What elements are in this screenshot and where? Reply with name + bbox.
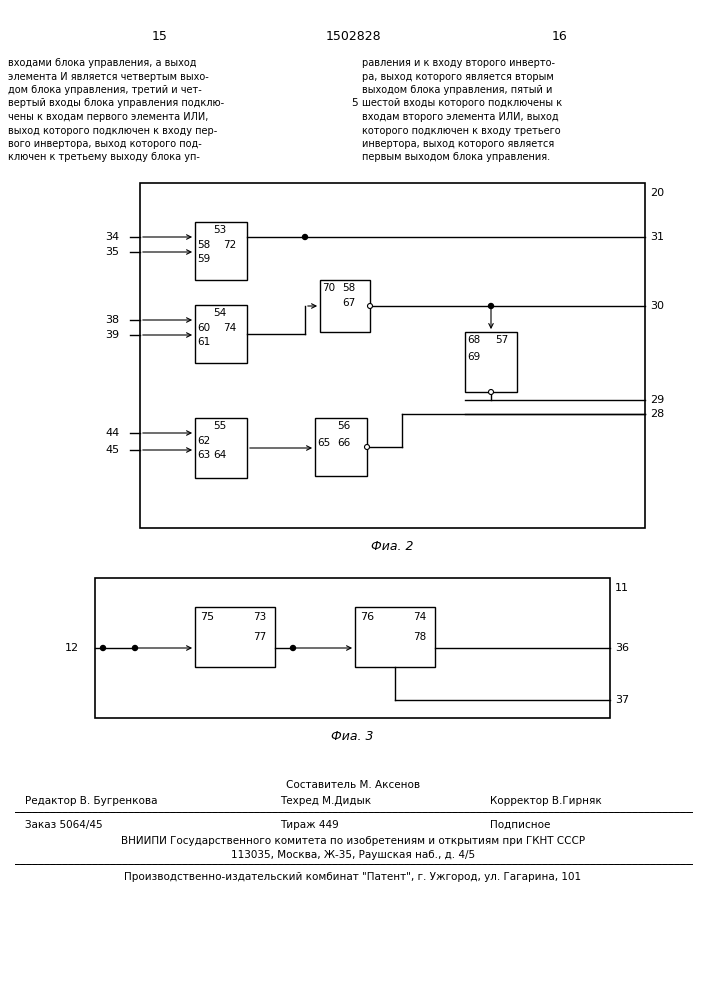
Text: выходом блока управления, пятый и: выходом блока управления, пятый и — [362, 85, 552, 95]
Text: 70: 70 — [322, 283, 335, 293]
Bar — [195, 607, 275, 667]
Text: ра, выход которого является вторым: ра, выход которого является вторым — [362, 72, 554, 82]
Text: вертый входы блока управления подклю-: вертый входы блока управления подклю- — [8, 99, 224, 108]
Text: 11: 11 — [615, 583, 629, 593]
Text: 68: 68 — [467, 335, 480, 345]
Text: Фиа. 3: Фиа. 3 — [331, 730, 373, 743]
Text: входами блока управления, а выход: входами блока управления, а выход — [8, 58, 197, 68]
Text: первым выходом блока управления.: первым выходом блока управления. — [362, 152, 550, 162]
Bar — [355, 607, 435, 667]
Text: 28: 28 — [650, 409, 665, 419]
Text: 1502828: 1502828 — [325, 30, 381, 43]
Circle shape — [489, 304, 493, 308]
Text: 44: 44 — [105, 428, 119, 438]
Circle shape — [489, 389, 493, 394]
Text: входам второго элемента ИЛИ, выход: входам второго элемента ИЛИ, выход — [362, 112, 559, 122]
Text: инвертора, выход которого является: инвертора, выход которого является — [362, 139, 554, 149]
Text: 61: 61 — [197, 337, 210, 347]
Text: 64: 64 — [213, 450, 226, 460]
Text: 63: 63 — [197, 450, 210, 460]
Text: чены к входам первого элемента ИЛИ,: чены к входам первого элемента ИЛИ, — [8, 112, 209, 122]
Text: выход которого подключен к входу пер-: выход которого подключен к входу пер- — [8, 125, 217, 135]
Text: Производственно-издательский комбинат "Патент", г. Ужгород, ул. Гагарина, 101: Производственно-издательский комбинат "П… — [124, 872, 582, 882]
Text: 31: 31 — [650, 232, 664, 242]
Text: 45: 45 — [105, 445, 119, 455]
Bar — [320, 280, 370, 332]
Text: элемента И является четвертым выхо-: элемента И является четвертым выхо- — [8, 72, 209, 82]
Text: 37: 37 — [615, 695, 629, 705]
Text: 53: 53 — [213, 225, 226, 235]
Text: Составитель М. Аксенов: Составитель М. Аксенов — [286, 780, 420, 790]
Text: Корректор В.Гирняк: Корректор В.Гирняк — [490, 796, 602, 806]
Circle shape — [100, 646, 105, 650]
Text: 69: 69 — [467, 352, 480, 362]
Text: 36: 36 — [615, 643, 629, 653]
Circle shape — [365, 444, 370, 450]
Text: 78: 78 — [413, 632, 426, 642]
Text: которого подключен к входу третьего: которого подключен к входу третьего — [362, 125, 561, 135]
Text: 72: 72 — [223, 240, 236, 250]
Circle shape — [291, 646, 296, 650]
Text: 65: 65 — [317, 438, 330, 448]
Text: 39: 39 — [105, 330, 119, 340]
Bar — [315, 418, 367, 476]
Text: 66: 66 — [337, 438, 350, 448]
Text: 5: 5 — [351, 99, 357, 108]
Text: вого инвертора, выход которого под-: вого инвертора, выход которого под- — [8, 139, 201, 149]
Text: 38: 38 — [105, 315, 119, 325]
Text: 75: 75 — [200, 612, 214, 622]
Text: 29: 29 — [650, 395, 665, 405]
Text: Фиа. 2: Фиа. 2 — [370, 540, 414, 553]
Text: Техред М.Дидык: Техред М.Дидык — [280, 796, 371, 806]
Text: Подписное: Подписное — [490, 820, 550, 830]
Text: 77: 77 — [253, 632, 267, 642]
Bar — [195, 222, 247, 280]
Text: дом блока управления, третий и чет-: дом блока управления, третий и чет- — [8, 85, 201, 95]
Text: 54: 54 — [213, 308, 226, 318]
Text: 12: 12 — [65, 643, 79, 653]
Text: 58: 58 — [342, 283, 355, 293]
Text: 74: 74 — [413, 612, 426, 622]
Bar — [195, 305, 247, 363]
Text: 59: 59 — [197, 254, 210, 264]
Text: 35: 35 — [105, 247, 119, 257]
Circle shape — [132, 646, 137, 650]
Text: 73: 73 — [253, 612, 267, 622]
Text: 58: 58 — [197, 240, 210, 250]
Text: 16: 16 — [552, 30, 568, 43]
Text: 30: 30 — [650, 301, 664, 311]
Text: 57: 57 — [495, 335, 508, 345]
Text: Заказ 5064/45: Заказ 5064/45 — [25, 820, 103, 830]
Text: Тираж 449: Тираж 449 — [280, 820, 339, 830]
Text: Редактор В. Бугренкова: Редактор В. Бугренкова — [25, 796, 158, 806]
Text: ключен к третьему выходу блока уп-: ключен к третьему выходу блока уп- — [8, 152, 200, 162]
Circle shape — [303, 234, 308, 239]
Text: 113035, Москва, Ж-35, Раушская наб., д. 4/5: 113035, Москва, Ж-35, Раушская наб., д. … — [231, 850, 475, 860]
Bar — [195, 418, 247, 478]
Text: шестой входы которого подключены к: шестой входы которого подключены к — [362, 99, 562, 108]
Text: равления и к входу второго инверто-: равления и к входу второго инверто- — [362, 58, 555, 68]
Text: 76: 76 — [360, 612, 374, 622]
Text: ВНИИПИ Государственного комитета по изобретениям и открытиям при ГКНТ СССР: ВНИИПИ Государственного комитета по изоб… — [121, 836, 585, 846]
Bar — [95, 578, 610, 718]
Bar — [140, 183, 645, 528]
Text: 60: 60 — [197, 323, 210, 333]
Text: 56: 56 — [337, 421, 350, 431]
Text: 62: 62 — [197, 436, 210, 446]
Circle shape — [368, 304, 373, 308]
Text: 74: 74 — [223, 323, 236, 333]
Text: 20: 20 — [650, 188, 664, 198]
Text: 55: 55 — [213, 421, 226, 431]
Text: 34: 34 — [105, 232, 119, 242]
Text: 67: 67 — [342, 298, 355, 308]
Bar — [465, 332, 517, 392]
Text: 15: 15 — [152, 30, 168, 43]
